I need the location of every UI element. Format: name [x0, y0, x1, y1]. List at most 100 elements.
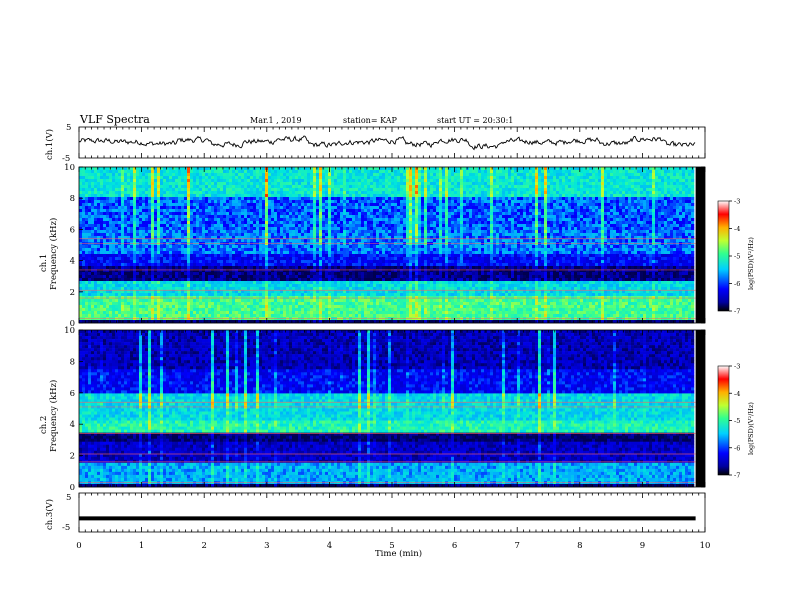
spectrogram-cell — [115, 299, 118, 302]
spectrogram-cell — [187, 251, 190, 254]
spectrogram-cell — [247, 311, 250, 314]
spectrogram-cell — [181, 230, 184, 233]
spectrogram-cell — [214, 311, 217, 314]
spectrogram-cell — [178, 167, 181, 170]
spectrogram-cell — [160, 305, 163, 308]
spectrogram-cell — [262, 212, 265, 215]
spectrogram-cell — [265, 254, 268, 257]
spectrogram-cell — [277, 239, 280, 242]
spectrogram-cell — [136, 260, 139, 263]
spectrogram-cell — [187, 299, 190, 302]
spectrogram-cell — [226, 296, 229, 299]
spectrogram-cell — [277, 212, 280, 215]
spectrogram-cell — [202, 257, 205, 260]
spectrogram-cell — [193, 260, 196, 263]
spectrogram-cell — [157, 263, 160, 266]
spectrogram-cell — [250, 302, 253, 305]
spectrogram-cell — [169, 275, 172, 278]
spectrogram-cell — [160, 182, 163, 185]
spectrogram-cell — [103, 203, 106, 206]
spectrogram-cell — [223, 284, 226, 287]
spectrogram-cell — [235, 221, 238, 224]
spectrogram-cell — [217, 191, 220, 194]
spectrogram-cell — [85, 248, 88, 251]
spectrogram-cell — [187, 293, 190, 296]
spectrogram-cell — [145, 296, 148, 299]
spectrogram-cell — [223, 233, 226, 236]
spectrogram-cell — [181, 188, 184, 191]
spectrogram-cell — [220, 218, 223, 221]
spectrogram-cell — [121, 308, 124, 311]
spectrogram-cell — [226, 314, 229, 317]
spectrogram-cell — [247, 275, 250, 278]
spectrogram-cell — [118, 194, 121, 197]
spectrogram-cell — [205, 209, 208, 212]
spectrogram-cell — [274, 200, 277, 203]
spectrogram-cell — [274, 263, 277, 266]
spectrogram-cell — [253, 281, 256, 284]
spectrogram-cell — [280, 167, 283, 170]
spectrogram-cell — [130, 185, 133, 188]
spectrogram-cell — [139, 176, 142, 179]
spectrogram-cell — [124, 239, 127, 242]
spectrogram-cell — [232, 176, 235, 179]
spectrogram-cell — [145, 269, 148, 272]
spectrogram-cell — [238, 302, 241, 305]
spectrogram-cell — [160, 272, 163, 275]
spectrogram-cell — [232, 278, 235, 281]
spectrogram-cell — [148, 209, 151, 212]
spectrogram-cell — [217, 254, 220, 257]
spectrogram-cell — [97, 257, 100, 260]
spectrogram-cell — [133, 239, 136, 242]
spectrogram-cell — [118, 281, 121, 284]
spectrogram-cell — [280, 233, 283, 236]
spectrogram-cell — [115, 197, 118, 200]
spectrogram-cell — [247, 239, 250, 242]
spectrogram-cell — [214, 248, 217, 251]
spectrogram-cell — [175, 197, 178, 200]
spectrogram-cell — [268, 170, 271, 173]
spectrogram-cell — [115, 287, 118, 290]
spectrogram-cell — [127, 203, 130, 206]
spectrogram-cell — [151, 233, 154, 236]
spectrogram-cell — [82, 296, 85, 299]
spectrogram-cell — [172, 299, 175, 302]
spectrogram-cell — [157, 284, 160, 287]
spectrogram-cell — [265, 191, 268, 194]
spectrogram-cell — [250, 233, 253, 236]
spectrogram-cell — [211, 182, 214, 185]
spectrogram-cell — [247, 245, 250, 248]
spectrogram-cell — [226, 194, 229, 197]
spectrogram-cell — [268, 209, 271, 212]
spectrogram-cell — [172, 239, 175, 242]
spectrogram-cell — [163, 275, 166, 278]
spectrogram-cell — [118, 284, 121, 287]
spectrogram-cell — [262, 257, 265, 260]
spectrogram-cell — [91, 248, 94, 251]
spectrogram-cell — [253, 275, 256, 278]
spectrogram-cell — [127, 302, 130, 305]
spectrogram-cell — [157, 278, 160, 281]
spectrogram-cell — [238, 245, 241, 248]
spectrogram-cell — [127, 191, 130, 194]
spectrogram-cell — [211, 251, 214, 254]
spectrogram-cell — [160, 314, 163, 317]
spectrogram-cell — [175, 233, 178, 236]
spectrogram-cell — [283, 239, 286, 242]
spectrogram-cell — [118, 287, 121, 290]
spectrogram-cell — [196, 281, 199, 284]
spectrogram-cell — [253, 203, 256, 206]
spectrogram-cell — [247, 203, 250, 206]
spectrogram-cell — [154, 299, 157, 302]
spectrogram-cell — [226, 200, 229, 203]
spectrogram-cell — [172, 305, 175, 308]
spectrogram-cell — [118, 209, 121, 212]
spectrogram-cell — [184, 275, 187, 278]
spectrogram-cell — [172, 284, 175, 287]
spectrogram-cell — [121, 296, 124, 299]
spectrogram-cell — [220, 221, 223, 224]
spectrogram-cell — [199, 182, 202, 185]
spectrogram-cell — [211, 218, 214, 221]
spectrogram-cell — [157, 194, 160, 197]
spectrogram-cell — [244, 254, 247, 257]
